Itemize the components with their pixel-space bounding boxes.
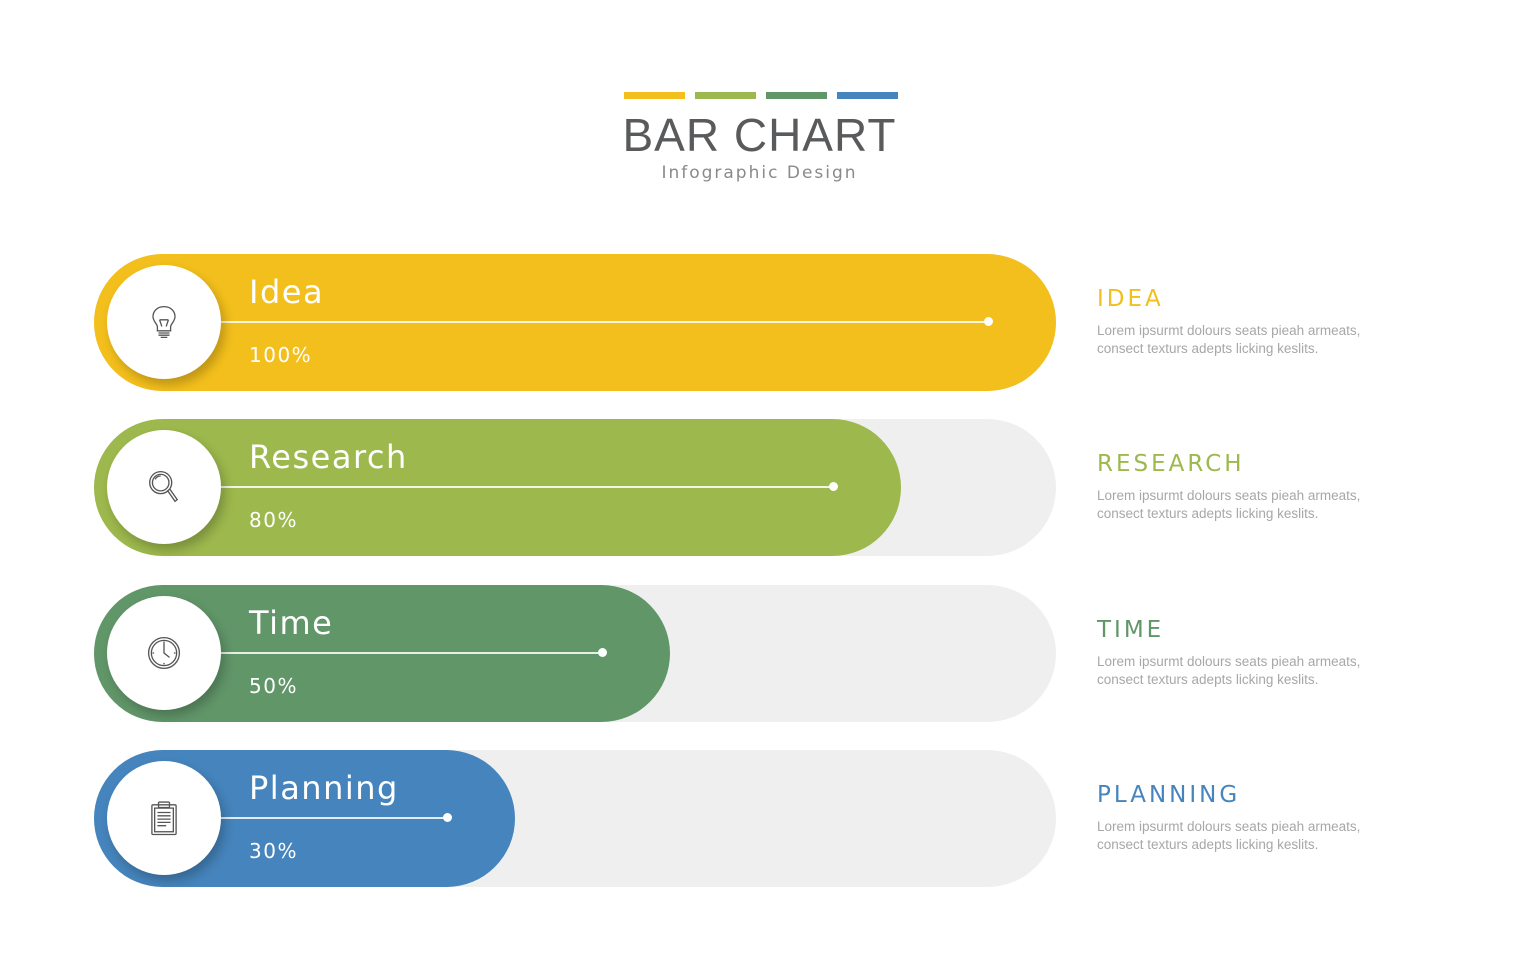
side-title: PLANNING xyxy=(1097,782,1241,808)
swatch-idea xyxy=(624,92,685,99)
side-text: Lorem ipsurmt dolours seats pieah armeat… xyxy=(1097,488,1361,521)
side-description: IDEA Lorem ipsurmt dolours seats pieah a… xyxy=(1097,284,1417,357)
bar-progress-line xyxy=(221,486,834,488)
bar-row-idea: Idea 100% IDEA Lorem ipsurmt dolours sea… xyxy=(94,254,1519,391)
magnifier-icon xyxy=(149,470,179,503)
bar-progress-line xyxy=(221,652,602,654)
bar-label: Idea xyxy=(249,273,325,311)
bar-value-label: 30% xyxy=(249,839,298,863)
bar-row-planning: Planning 30% PLANNING Lorem ipsurmt dolo… xyxy=(94,750,1519,887)
side-description: PLANNING Lorem ipsurmt dolours seats pie… xyxy=(1097,780,1417,853)
bar-value-label: 80% xyxy=(249,508,298,532)
clipboard-icon xyxy=(151,801,177,836)
bar-value-label: 100% xyxy=(249,343,313,367)
icon-badge xyxy=(107,761,221,875)
side-title: IDEA xyxy=(1097,286,1164,312)
bar-progress-dot xyxy=(443,813,452,822)
side-description: RESEARCH Lorem ipsurmt dolours seats pie… xyxy=(1097,449,1417,522)
bar-label: Research xyxy=(249,438,408,476)
side-title: TIME xyxy=(1097,617,1165,643)
color-swatches xyxy=(624,92,898,99)
bar-row-time: Time 50% TIME Lorem ipsurmt dolours seat… xyxy=(94,585,1519,722)
side-text: Lorem ipsurmt dolours seats pieah armeat… xyxy=(1097,819,1361,852)
bar-label: Time xyxy=(249,604,334,642)
side-title: RESEARCH xyxy=(1097,451,1245,477)
side-text: Lorem ipsurmt dolours seats pieah armeat… xyxy=(1097,323,1361,356)
swatch-research xyxy=(695,92,756,99)
bar-progress-line xyxy=(221,817,447,819)
chart-header: BAR CHART Infographic Design xyxy=(0,0,1519,200)
bar-fill xyxy=(94,419,902,556)
side-description: TIME Lorem ipsurmt dolours seats pieah a… xyxy=(1097,615,1417,688)
icon-badge xyxy=(107,596,221,710)
icon-badge xyxy=(107,430,221,544)
bar-label: Planning xyxy=(249,769,399,807)
icon-badge xyxy=(107,265,221,379)
bar-progress-dot xyxy=(984,317,993,326)
clock-icon xyxy=(147,636,181,670)
swatch-planning xyxy=(837,92,898,99)
bar-progress-dot xyxy=(597,648,607,657)
swatch-time xyxy=(766,92,827,99)
chart-subtitle: Infographic Design xyxy=(661,163,858,183)
chart-title: BAR CHART xyxy=(622,109,897,161)
bar-progress-line xyxy=(221,321,988,323)
bar-fill xyxy=(94,254,1056,391)
lightbulb-icon xyxy=(152,305,176,339)
side-text: Lorem ipsurmt dolours seats pieah armeat… xyxy=(1097,654,1361,687)
bar-row-research: Research 80% RESEARCH Lorem ipsurmt dolo… xyxy=(94,419,1519,556)
bar-value-label: 50% xyxy=(249,674,298,698)
bar-progress-dot xyxy=(829,482,839,491)
